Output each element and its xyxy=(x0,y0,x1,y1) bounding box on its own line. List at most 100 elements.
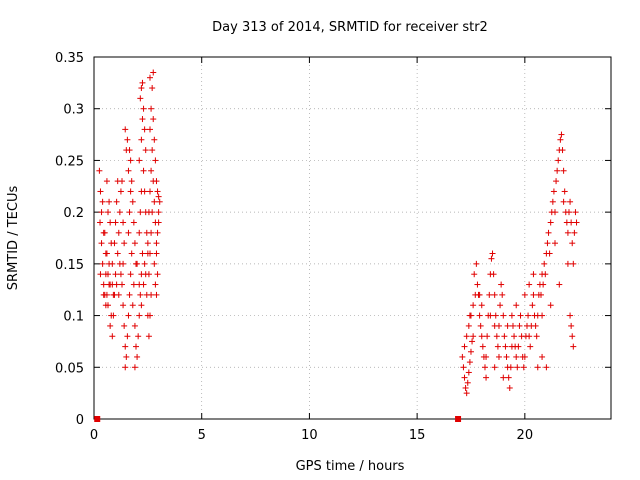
data-point xyxy=(123,353,130,360)
data-point xyxy=(555,157,562,164)
data-point xyxy=(466,312,473,319)
data-point xyxy=(491,322,498,329)
data-point xyxy=(131,364,138,371)
data-point xyxy=(541,260,548,267)
data-point xyxy=(130,281,137,288)
data-point xyxy=(149,85,156,92)
data-point xyxy=(492,312,499,319)
data-point xyxy=(126,147,133,154)
data-point xyxy=(128,250,135,257)
data-point xyxy=(148,105,155,112)
data-point xyxy=(571,229,578,236)
data-point xyxy=(139,116,146,123)
data-point xyxy=(156,198,163,205)
data-point xyxy=(105,302,112,309)
data-point xyxy=(551,209,558,216)
data-point xyxy=(513,302,520,309)
data-point xyxy=(526,333,533,340)
data-point xyxy=(543,364,550,371)
data-point xyxy=(490,271,497,278)
data-point xyxy=(125,167,132,174)
data-point xyxy=(553,178,560,185)
data-point xyxy=(570,343,577,350)
data-point xyxy=(544,240,551,247)
data-point xyxy=(99,198,106,205)
data-point xyxy=(134,353,141,360)
data-point xyxy=(529,302,536,309)
data-point xyxy=(138,136,145,143)
data-point xyxy=(561,188,568,195)
data-point xyxy=(111,240,118,247)
data-point xyxy=(487,312,494,319)
data-point xyxy=(467,348,474,355)
data-point xyxy=(477,322,484,329)
data-point xyxy=(152,281,159,288)
data-point xyxy=(540,281,547,288)
data-point xyxy=(136,312,143,319)
x-tick-label: 10 xyxy=(301,428,318,443)
data-point xyxy=(494,343,501,350)
data-point xyxy=(147,188,154,195)
data-point xyxy=(498,281,505,288)
data-point xyxy=(114,250,121,257)
data-point xyxy=(121,240,128,247)
data-point xyxy=(97,219,104,226)
data-point xyxy=(568,219,575,226)
data-point xyxy=(128,178,135,185)
data-point xyxy=(153,250,160,257)
y-tick-label: 0.1 xyxy=(63,310,84,325)
data-point xyxy=(139,250,146,257)
data-point xyxy=(100,281,107,288)
y-tick-label: 0.05 xyxy=(55,361,84,376)
data-point xyxy=(106,198,113,205)
data-point xyxy=(117,188,124,195)
data-point xyxy=(129,198,136,205)
data-point xyxy=(509,322,516,329)
data-point xyxy=(116,209,123,216)
data-point xyxy=(470,333,477,340)
data-point xyxy=(126,209,133,216)
data-point xyxy=(140,105,147,112)
data-point xyxy=(569,333,576,340)
data-point xyxy=(461,343,468,350)
data-point xyxy=(483,353,490,360)
data-point xyxy=(113,281,120,288)
data-point xyxy=(124,333,131,340)
data-point xyxy=(141,126,148,133)
data-point xyxy=(150,69,157,76)
data-point xyxy=(148,167,155,174)
data-point xyxy=(151,260,158,267)
data-point xyxy=(151,136,158,143)
data-point xyxy=(153,178,160,185)
data-point xyxy=(150,116,157,123)
data-point xyxy=(559,147,566,154)
data-point xyxy=(139,79,146,86)
data-point xyxy=(554,167,561,174)
x-tick-label: 20 xyxy=(517,428,534,443)
data-point xyxy=(138,302,145,309)
x-tick-label: 5 xyxy=(198,428,206,443)
data-point xyxy=(466,359,473,366)
data-point xyxy=(112,219,119,226)
data-point xyxy=(499,291,506,298)
data-point xyxy=(488,255,495,262)
data-point xyxy=(154,229,161,236)
data-point xyxy=(127,157,134,164)
data-point xyxy=(569,240,576,247)
data-point xyxy=(491,291,498,298)
data-point xyxy=(107,219,114,226)
data-point xyxy=(520,364,527,371)
data-point xyxy=(537,291,544,298)
data-point xyxy=(120,219,127,226)
data-point xyxy=(489,250,496,257)
x-tick-label: 15 xyxy=(409,428,426,443)
data-point xyxy=(133,343,140,350)
zero-point xyxy=(94,416,101,422)
data-point xyxy=(507,364,514,371)
data-point xyxy=(126,291,133,298)
y-axis-title: SRMTID / TECUs xyxy=(6,186,21,291)
data-point xyxy=(141,188,148,195)
data-point xyxy=(502,343,509,350)
data-point xyxy=(550,188,557,195)
